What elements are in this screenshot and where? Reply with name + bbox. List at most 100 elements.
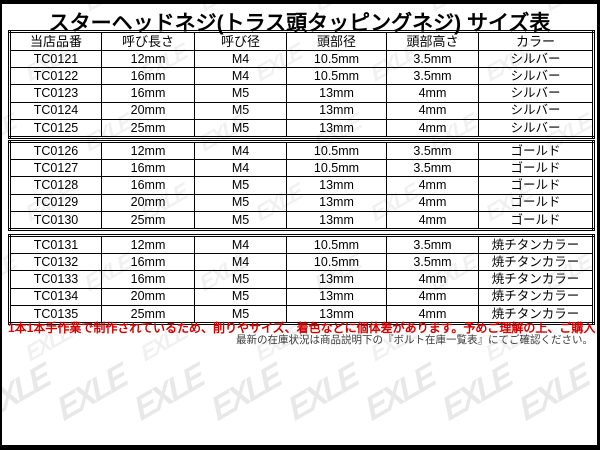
table-cell: 16mm xyxy=(101,270,195,289)
page-title: スターヘッドネジ(トラス頭タッピングネジ) サイズ表 xyxy=(48,12,551,35)
note-handmade: 1本1本手作業で制作されているため、削りやサイズ、着色などに個体差があります。予… xyxy=(8,321,600,335)
table-row: TC0130 25mm M5 13mm 4mm ゴールド xyxy=(9,210,594,230)
table-cell: 焼チタンカラー xyxy=(478,304,594,324)
table-cell: 16mm xyxy=(101,159,195,178)
table-row: TC0127 16mm M4 10.5mm 3.5mm ゴールド xyxy=(9,159,594,178)
table-cell: ゴールド xyxy=(478,193,594,212)
table-cell: M4 xyxy=(194,49,287,69)
table-header-row: 当店品番 呼び長さ 呼び径 頭部径 頭部高さ カラー xyxy=(9,31,594,51)
table-cell: TC0123 xyxy=(9,84,102,103)
table-row: TC0128 16mm M5 13mm 4mm ゴールド xyxy=(9,176,594,195)
table-row: TC0122 16mm M4 10.5mm 3.5mm シルバー xyxy=(9,67,594,86)
table-cell: M4 xyxy=(194,67,287,86)
table-row: TC0123 16mm M5 13mm 4mm シルバー xyxy=(9,84,594,103)
table-row: TC0131 12mm M4 10.5mm 3.5mm 焼チタンカラー xyxy=(9,234,594,255)
table-cell: 4mm xyxy=(386,84,479,103)
table-cell: 13mm xyxy=(286,304,387,324)
table-cell: 4mm xyxy=(386,176,479,195)
table-cell: M5 xyxy=(194,287,287,306)
table-cell: 13mm xyxy=(286,118,387,138)
table-cell: TC0134 xyxy=(9,287,102,306)
table-header-row: 当店品番 呼び長さ 呼び径 頭部径 頭部高さ カラー xyxy=(9,31,594,51)
table-cell: 20mm xyxy=(101,193,195,212)
table-cell: TC0131 xyxy=(9,234,102,255)
table-cell: ゴールド xyxy=(478,210,594,230)
table-cell: 20mm xyxy=(101,101,195,120)
table-cell: 16mm xyxy=(101,253,195,272)
header-cell: 頭部径 xyxy=(286,31,387,51)
table-cell: 16mm xyxy=(101,176,195,195)
table-cell: 4mm xyxy=(386,118,479,138)
table-cell: 3.5mm xyxy=(386,67,479,86)
table-cell: シルバー xyxy=(478,118,594,138)
table-cell: 20mm xyxy=(101,287,195,306)
table-cell: シルバー xyxy=(478,101,594,120)
table-cell: 12mm xyxy=(101,49,195,69)
table-cell: ゴールド xyxy=(478,140,594,161)
table-cell: 10.5mm xyxy=(286,49,387,69)
header-cell: 当店品番 xyxy=(9,31,102,51)
table-cell: 10.5mm xyxy=(286,253,387,272)
table-cell: 25mm xyxy=(101,304,195,324)
table-cell: M5 xyxy=(194,210,287,230)
table-cell: 10.5mm xyxy=(286,67,387,86)
table-cell: 13mm xyxy=(286,176,387,195)
table-cell: 10.5mm xyxy=(286,234,387,255)
table-row: TC0124 20mm M5 13mm 4mm シルバー xyxy=(9,101,594,120)
table-cell: 3.5mm xyxy=(386,253,479,272)
table-cell: 焼チタンカラー xyxy=(478,287,594,306)
table-cell: TC0124 xyxy=(9,101,102,120)
table-cell: 13mm xyxy=(286,101,387,120)
table-row: TC0132 16mm M4 10.5mm 3.5mm 焼チタンカラー xyxy=(9,253,594,272)
table-cell: 焼チタンカラー xyxy=(478,270,594,289)
table-cell: シルバー xyxy=(478,67,594,86)
table-cell: M4 xyxy=(194,234,287,255)
table-cell: 16mm xyxy=(101,84,195,103)
header-cell: 呼び径 xyxy=(194,31,287,51)
table-cell: M5 xyxy=(194,270,287,289)
table-row: TC0125 25mm M5 13mm 4mm シルバー xyxy=(9,118,594,138)
table-cell: M5 xyxy=(194,118,287,138)
table-cell: M5 xyxy=(194,84,287,103)
table-cell: TC0129 xyxy=(9,193,102,212)
size-table-group-gold: TC0126 12mm M4 10.5mm 3.5mm ゴールド TC0127 16mm M4 1… xyxy=(8,140,595,231)
table-cell: 25mm xyxy=(101,210,195,230)
table-cell: TC0126 xyxy=(9,140,102,161)
table-cell: 10.5mm xyxy=(286,159,387,178)
header-cell: 呼び長さ xyxy=(101,31,195,51)
table-cell: シルバー xyxy=(478,49,594,69)
table-row: TC0126 12mm M4 10.5mm 3.5mm ゴールド xyxy=(9,140,594,161)
table-cell: 4mm xyxy=(386,304,479,324)
table-cell: TC0132 xyxy=(9,253,102,272)
table-cell: 4mm xyxy=(386,101,479,120)
table-row: TC0121 12mm M4 10.5mm 3.5mm シルバー xyxy=(9,49,594,69)
table-cell: M5 xyxy=(194,176,287,195)
table-cell: 13mm xyxy=(286,210,387,230)
table-cell: 3.5mm xyxy=(386,140,479,161)
note-stock: 最新の在庫状況は商品説明下の『ボルト在庫一覧表』にてご確認ください。 xyxy=(236,334,593,346)
table-cell: M5 xyxy=(194,101,287,120)
table-cell: M4 xyxy=(194,253,287,272)
sheet-content: スターヘッドネジ(トラス頭タッピングネジ) サイズ表 当店品番 呼び長さ 呼び径 頭部… xyxy=(2,4,597,445)
table-cell: ゴールド xyxy=(478,176,594,195)
table-cell: M5 xyxy=(194,304,287,324)
table-cell: 13mm xyxy=(286,287,387,306)
table-cell: 16mm xyxy=(101,67,195,86)
header-cell: カラー xyxy=(478,31,594,51)
table-cell: TC0135 xyxy=(9,304,102,324)
table-cell: 焼チタンカラー xyxy=(478,234,594,255)
table-cell: 13mm xyxy=(286,193,387,212)
table-cell: 4mm xyxy=(386,210,479,230)
table-cell: 焼チタンカラー xyxy=(478,253,594,272)
table-cell: 3.5mm xyxy=(386,159,479,178)
table-cell: 4mm xyxy=(386,270,479,289)
table-cell: TC0125 xyxy=(9,118,102,138)
table-cell: 12mm xyxy=(101,140,195,161)
table-cell: M5 xyxy=(194,193,287,212)
table-cell: シルバー xyxy=(478,84,594,103)
table-cell: 25mm xyxy=(101,118,195,138)
table-row: TC0133 16mm M5 13mm 4mm 焼チタンカラー xyxy=(9,270,594,289)
table-cell: 13mm xyxy=(286,270,387,289)
table-cell: TC0130 xyxy=(9,210,102,230)
